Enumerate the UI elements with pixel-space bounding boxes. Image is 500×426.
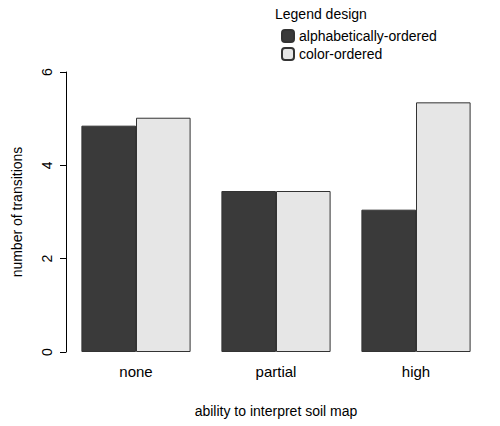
- svg-text:6: 6: [39, 68, 55, 76]
- svg-text:Legend design: Legend design: [275, 6, 367, 22]
- svg-text:ability to interpret soil map: ability to interpret soil map: [195, 403, 358, 419]
- svg-text:high: high: [402, 363, 430, 380]
- svg-text:alphabetically-ordered: alphabetically-ordered: [299, 28, 437, 44]
- svg-text:number of transitions: number of transitions: [9, 147, 25, 278]
- svg-text:2: 2: [39, 255, 55, 263]
- svg-text:none: none: [119, 363, 152, 380]
- svg-text:0: 0: [39, 348, 55, 356]
- svg-text:partial: partial: [256, 363, 297, 380]
- svg-text:4: 4: [39, 161, 55, 169]
- svg-text:color-ordered: color-ordered: [299, 46, 382, 62]
